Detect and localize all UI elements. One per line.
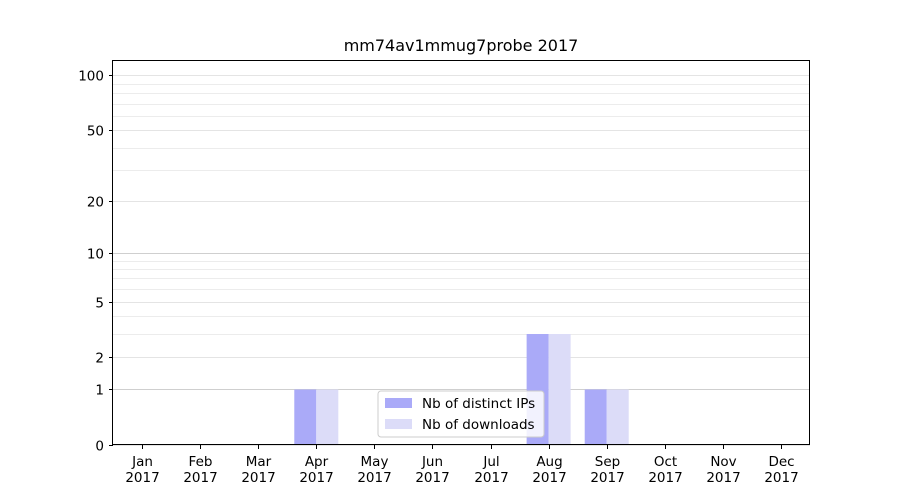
bar-downloads-aug: [548, 333, 571, 445]
bar-downloads-apr: [316, 389, 339, 445]
grid-layer: [113, 75, 810, 446]
y-tick-label: 2: [95, 351, 104, 367]
x-tick-label-month: Apr: [305, 454, 329, 470]
x-axis: Jan2017Feb2017Mar2017Apr2017May2017Jun20…: [125, 445, 799, 486]
y-tick-label: 0: [95, 439, 104, 455]
x-tick-label-month: Oct: [654, 454, 677, 470]
legend-label-distinct-ips: Nb of distinct IPs: [422, 396, 535, 412]
x-tick-label-year: 2017: [299, 470, 333, 486]
x-tick-label-year: 2017: [590, 470, 624, 486]
x-tick-label-year: 2017: [532, 470, 566, 486]
bar-distinct-ips-apr: [294, 389, 317, 445]
bar-distinct-ips-sep: [584, 389, 607, 445]
x-tick-label-year: 2017: [764, 470, 798, 486]
legend-swatch-distinct-ips: [385, 398, 412, 408]
y-tick-label: 20: [87, 195, 104, 211]
x-tick-label-year: 2017: [474, 470, 508, 486]
x-tick-label-month: Dec: [768, 454, 794, 470]
x-tick-label-year: 2017: [183, 470, 217, 486]
x-tick-label-month: Sep: [595, 454, 620, 470]
x-tick-label-year: 2017: [415, 470, 449, 486]
chart-title: mm74av1mmug7probe 2017: [344, 36, 579, 55]
x-tick-label-month: Feb: [189, 454, 213, 470]
plot-frame: [112, 60, 810, 445]
legend-swatch-downloads: [385, 419, 412, 429]
x-tick-label-month: Mar: [246, 454, 272, 470]
y-tick-label: 1: [95, 383, 104, 399]
x-tick-label-month: Jul: [482, 454, 499, 470]
x-tick-label-month: Jan: [131, 454, 153, 470]
x-tick-label-month: Jun: [421, 454, 443, 470]
x-tick-label-month: Nov: [710, 454, 736, 470]
y-tick-label: 10: [87, 247, 104, 263]
x-tick-label-year: 2017: [241, 470, 275, 486]
x-tick-label-year: 2017: [125, 470, 159, 486]
x-tick-label-month: May: [361, 454, 389, 470]
x-tick-label-year: 2017: [648, 470, 682, 486]
bar-downloads-sep: [606, 389, 629, 445]
y-tick-label: 5: [95, 296, 104, 312]
y-tick-label: 50: [87, 124, 104, 140]
x-tick-label-year: 2017: [706, 470, 740, 486]
legend-box: [377, 390, 545, 438]
legend: Nb of distinct IPs Nb of downloads: [377, 390, 545, 438]
y-axis: 0 1 2 5 10 20 50 100: [78, 69, 113, 455]
x-tick-label-month: Aug: [536, 454, 562, 470]
y-tick-label: 100: [78, 69, 104, 85]
x-tick-label-year: 2017: [357, 470, 391, 486]
legend-label-downloads: Nb of downloads: [422, 417, 535, 433]
